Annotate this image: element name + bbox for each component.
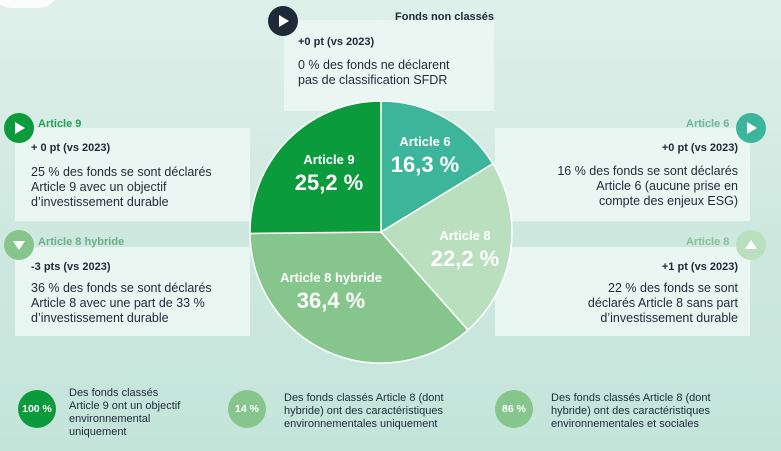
article-6-heading: Article 6 [686,118,730,130]
desc-line: déclarés Article 8 sans part [587,296,738,310]
desc-line: 25 % des fonds se sont déclarés [31,165,212,179]
stat-line: hybride) ont des caractéristiques [284,405,443,417]
article-8-hybride-desc: 36 % des fonds se sont déclarés Article … [31,281,212,326]
stat-line: environnemental [69,413,151,425]
fonds-non-classes-delta: +0 pt (vs 2023) [298,36,375,48]
pie-slice-article-8-hybride [249,231,469,364]
arrow-up-icon [736,230,766,260]
pie-label-value: 22,2 % [431,246,500,271]
fonds-non-classes-heading: Fonds non classés [395,11,495,23]
stat-text-100: Des fonds classés Article 9 ont un objec… [69,387,180,439]
desc-line: d’investissement durable [31,311,169,325]
desc-line: Article 6 (aucune prise en [596,179,738,193]
play-icon [4,113,34,143]
decorative-circle [0,0,60,8]
stat-line: Article 9 ont un objectif [69,400,181,412]
stat-pct: 14 % [235,403,259,415]
article-8-desc: 22 % des fonds se sont déclarés Article … [588,281,738,326]
stat-badge-14: 14 % [228,390,266,428]
desc-line: d’investissement durable [31,195,169,209]
article-9-desc: 25 % des fonds se sont déclarés Article … [31,165,212,210]
article-6-box: +0 pt (vs 2023) 16 % des fonds se sont d… [495,128,750,221]
pie-slice-article-9 [249,100,382,235]
stat-line: hybride) ont des caractéristiques [551,405,710,417]
stat-line: Des fonds classés [69,387,159,399]
desc-line: 0 % des fonds ne déclarent [298,58,450,72]
pie-label-name: Article 6 [399,134,450,149]
fonds-non-classes-box: +0 pt (vs 2023) 0 % des fonds ne déclare… [284,20,494,111]
pie-label-name: Article 9 [303,152,354,167]
desc-line: 22 % des fonds se sont [608,281,738,295]
article-6-delta: +0 pt (vs 2023) [661,142,738,154]
stat-badge-86: 86 % [495,390,533,428]
article-8-hybride-heading: Article 8 hybride [38,236,125,248]
stat-text-86: Des fonds classés Article 8 (dont hybrid… [551,392,711,431]
article-6-desc: 16 % des fonds se sont déclarés Article … [557,164,738,209]
desc-line: 36 % des fonds se sont déclarés [31,281,212,295]
fonds-non-classes-desc: 0 % des fonds ne déclarent pas de classi… [298,58,450,88]
pie-slice-article-8 [379,162,513,332]
article-9-box: + 0 pt (vs 2023) 25 % des fonds se sont … [15,128,250,221]
pie-slice-article-6 [380,100,494,234]
desc-line: compte des enjeux ESG) [599,194,738,208]
stat-pct: 100 % [22,403,52,415]
pie-label-value: 16,3 % [391,152,460,177]
stat-line: uniquement [69,426,127,438]
desc-line: Article 8 avec une part de 33 % [31,296,205,310]
article-8-delta: +1 pt (vs 2023) [661,261,738,273]
pie-label-name: Article 8 [439,228,490,243]
stat-pct: 86 % [502,403,526,415]
desc-line: Article 9 avec un objectif [31,180,167,194]
pie-label-name: Article 8 hybride [280,270,382,285]
article-8-hybride-box: -3 pts (vs 2023) 36 % des fonds se sont … [15,247,250,336]
stat-badge-100: 100 % [18,390,56,428]
article-9-heading: Article 9 [38,118,82,130]
desc-line: d’investissement durable [600,311,738,325]
stat-line: Des fonds classés Article 8 (dont [551,392,711,404]
stat-line: Des fonds classés Article 8 (dont [284,392,444,404]
article-8-heading: Article 8 [686,236,730,248]
play-icon [736,113,766,143]
stat-line: environnementales uniquement [284,418,438,430]
article-8-box: +1 pt (vs 2023) 22 % des fonds se sont d… [495,247,750,336]
stat-text-14: Des fonds classés Article 8 (dont hybrid… [284,392,444,431]
desc-line: pas de classification SFDR [298,73,448,87]
desc-line: 16 % des fonds se sont déclarés [557,164,738,178]
article-8-hybride-delta: -3 pts (vs 2023) [31,261,111,273]
play-icon [268,6,298,36]
stat-line: environnementales et sociales [551,418,699,430]
arrow-down-icon [4,230,34,260]
pie-label-value: 25,2 % [295,170,364,195]
article-9-delta: + 0 pt (vs 2023) [31,142,111,154]
pie-label-value: 36,4 % [297,288,366,313]
